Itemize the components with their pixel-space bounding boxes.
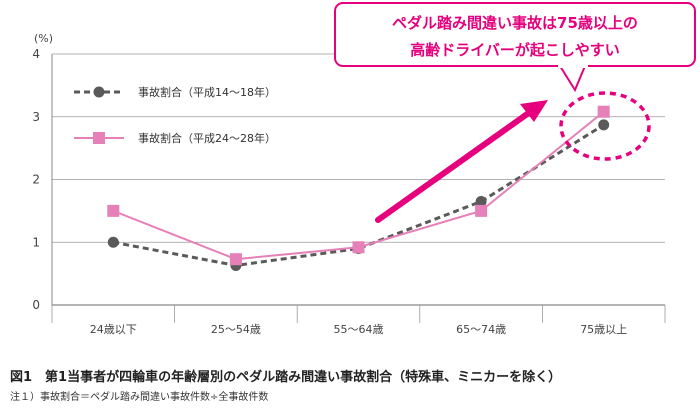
series-2-point	[107, 204, 120, 217]
series	[107, 105, 610, 271]
legend: 事故割合（平成14〜18年） 事故割合（平成24〜28年）	[74, 85, 276, 145]
callout-pointer	[559, 65, 586, 93]
x-tick-label: 25〜54歳	[211, 323, 261, 336]
legend-marker-1	[93, 86, 105, 98]
legend-label-1: 事故割合（平成14〜18年）	[138, 85, 276, 99]
x-tick-label: 55〜64歳	[334, 323, 384, 336]
line-chart: 0 1 2 3 4 24歳以下 25〜54歳 55〜64歳 65〜74歳 75歳以上 (%) 事故…	[32, 2, 696, 336]
y-tick-label: 1	[32, 235, 40, 249]
figure-note: 注１）事故割合＝ペダル踏み間違い事故件数÷全事故件数	[10, 392, 269, 403]
series-1-point	[475, 195, 487, 207]
series-1-point	[598, 119, 610, 131]
legend-label-2: 事故割合（平成24〜28年）	[138, 131, 276, 145]
callout-line-1: ペダル踏み間違い事故は75歳以上の	[392, 14, 638, 32]
x-tick-label: 24歳以下	[90, 323, 137, 336]
axes: 0 1 2 3 4 24歳以下 25〜54歳 55〜64歳 65〜74歳 75歳以上	[32, 47, 666, 336]
trend-arrow-shaft	[375, 109, 533, 223]
x-tick-label: 75歳以上	[580, 323, 627, 336]
series-line-1	[113, 123, 605, 267]
callout-box	[334, 2, 696, 67]
series-2-point	[352, 241, 365, 254]
series-2-point	[597, 105, 610, 118]
callout-pointer-mask	[558, 63, 588, 68]
series-1-point	[107, 236, 119, 248]
legend-marker-2	[93, 132, 105, 144]
y-unit-label: (%)	[34, 32, 53, 45]
y-tick-label: 0	[32, 298, 40, 312]
series-2-point	[475, 204, 488, 217]
annotation: ペダル踏み間違い事故は75歳以上の 高齢ドライバーが起こしやすい	[334, 2, 696, 223]
figure-caption: 図1 第1当事者が四輪車の年齢層別のペダル踏み間違い事故割合（特殊車、ミニカーを…	[10, 370, 562, 385]
trend-arrow-head	[520, 100, 548, 122]
series-2-point	[229, 253, 242, 266]
y-tick-label: 4	[32, 47, 40, 61]
y-tick-label: 2	[32, 173, 40, 187]
callout-line-2: 高齢ドライバーが起こしやすい	[410, 41, 620, 59]
y-tick-label: 3	[32, 110, 40, 124]
x-tick-label: 65〜74歳	[456, 323, 506, 336]
highlight-ellipse	[559, 91, 651, 161]
